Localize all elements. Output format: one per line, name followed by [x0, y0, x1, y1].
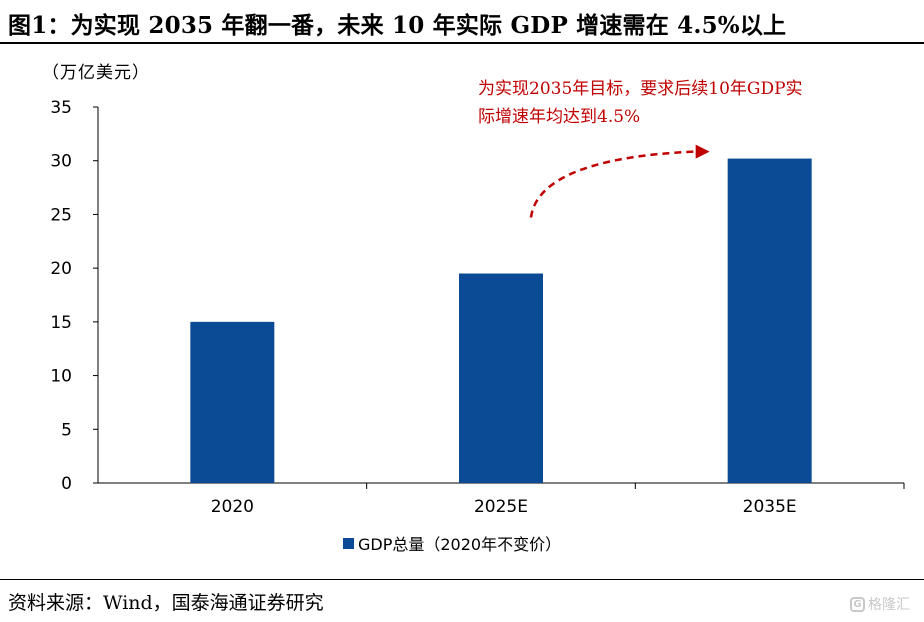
- watermark-logo-icon: G: [850, 596, 865, 612]
- y-tick-label: 35: [50, 98, 72, 118]
- y-tick-label: 5: [61, 420, 72, 440]
- y-tick-label: 15: [50, 313, 72, 333]
- y-tick-label: 20: [50, 259, 72, 279]
- watermark-text: 格隆汇: [868, 597, 910, 613]
- y-tick-label: 30: [50, 152, 72, 172]
- bar: [190, 321, 275, 483]
- x-tick-label: 2025E: [474, 497, 528, 517]
- title-rule: [0, 42, 924, 44]
- source-note: 资料来源：Wind，国泰海通证券研究: [8, 592, 324, 614]
- bar: [459, 273, 543, 483]
- y-axis-unit-label: （万亿美元）: [42, 63, 150, 83]
- legend-label: GDP总量（2020年不变价）: [358, 535, 562, 554]
- annotation-arrow-head: [695, 144, 710, 159]
- y-tick-label: 10: [50, 367, 72, 387]
- x-tick-label: 2020: [211, 497, 254, 517]
- bar-chart: 0 5 10 15 20 25 30 35 2020 2025E 2035E: [50, 98, 905, 517]
- watermark: G 格隆汇: [850, 594, 910, 614]
- x-tick-label: 2035E: [743, 497, 797, 517]
- chart-legend: GDP总量（2020年不变价）: [343, 531, 561, 555]
- annotation-arrow-curve: [529, 150, 696, 218]
- source-rule: [0, 579, 924, 580]
- legend-swatch: [343, 537, 354, 549]
- figure-title: 图1：为实现 2035 年翻一番，未来 10 年实际 GDP 增速需在 4.5%…: [8, 12, 787, 39]
- chart-annotation: 为实现2035年目标，要求后续10年GDP实际增速年均达到4.5%: [478, 79, 803, 127]
- y-tick-label: 25: [50, 205, 72, 225]
- bar: [727, 158, 812, 483]
- y-tick-label: 0: [61, 474, 72, 494]
